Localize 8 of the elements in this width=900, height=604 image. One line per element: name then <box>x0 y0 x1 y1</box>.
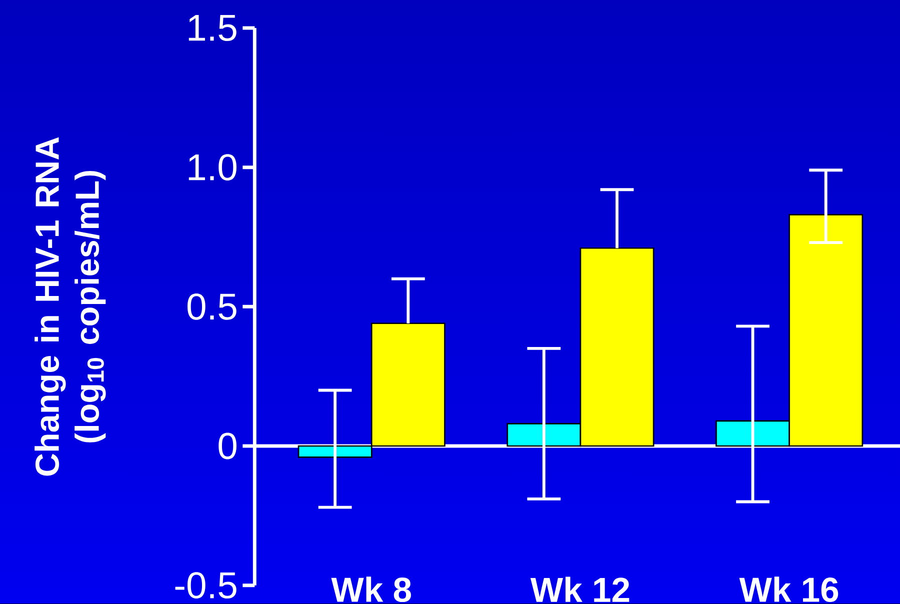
y-tick-label: 1.0 <box>188 154 236 181</box>
y-tick-label: 0.5 <box>188 293 236 320</box>
x-tick-label: Wk 12 <box>530 576 630 602</box>
x-tick-label: Wk 8 <box>331 576 411 602</box>
y-tick-label: -0.5 <box>175 572 236 599</box>
y-tick-label: 1.5 <box>188 14 236 42</box>
x-tick-label: Wk 16 <box>739 576 838 602</box>
y-tick-label: 0 <box>218 432 236 460</box>
